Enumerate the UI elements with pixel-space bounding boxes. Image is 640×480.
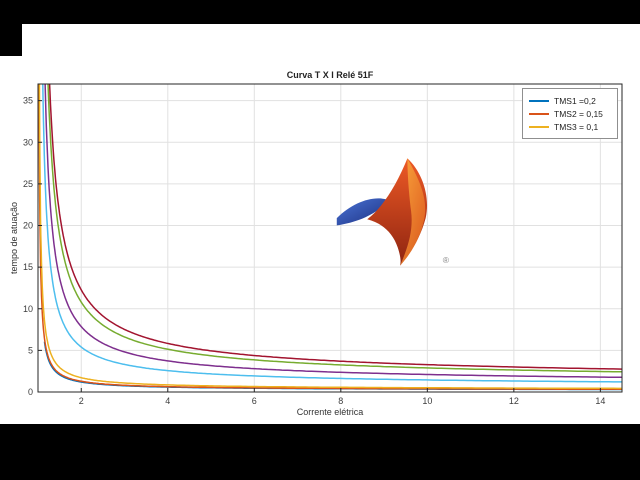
legend-label: TMS3 = 0,1 <box>554 121 599 132</box>
svg-text:2: 2 <box>79 396 84 406</box>
registered-mark: ® <box>443 255 450 265</box>
svg-text:6: 6 <box>252 396 257 406</box>
legend-entry: TMS1 =0,2 <box>529 94 611 107</box>
legend-label: TMS1 =0,2 <box>554 95 596 106</box>
legend: TMS1 =0,2 TMS2 = 0,15 TMS3 = 0,1 <box>522 88 618 139</box>
legend-line-swatch <box>529 112 549 115</box>
svg-text:15: 15 <box>23 262 33 272</box>
svg-text:0: 0 <box>28 387 33 397</box>
legend-line-swatch <box>529 99 549 102</box>
matlab-logo: ® <box>336 158 450 266</box>
svg-text:25: 25 <box>23 179 33 189</box>
legend-line-swatch <box>529 125 549 128</box>
svg-text:10: 10 <box>422 396 432 406</box>
y-axis-label: tempo de atuação <box>9 201 19 275</box>
letterbox-top <box>0 0 640 24</box>
legend-entry: TMS3 = 0,1 <box>529 120 611 133</box>
svg-text:12: 12 <box>509 396 519 406</box>
legend-label: TMS2 = 0,15 <box>554 108 603 119</box>
svg-text:10: 10 <box>23 304 33 314</box>
svg-text:30: 30 <box>23 137 33 147</box>
legend-entry: TMS2 = 0,15 <box>529 107 611 120</box>
svg-text:14: 14 <box>595 396 605 406</box>
svg-text:8: 8 <box>338 396 343 406</box>
logo-flame-highlight <box>400 158 426 266</box>
svg-text:5: 5 <box>28 345 33 355</box>
letterbox-bottom <box>0 424 640 480</box>
svg-text:35: 35 <box>23 96 33 106</box>
svg-text:20: 20 <box>23 221 33 231</box>
letterbox-notch <box>0 24 22 56</box>
x-axis-label: Corrente elétrica <box>296 407 364 417</box>
logo-blue-wing <box>336 198 388 226</box>
chart-title: Curva T X I Relé 51F <box>286 70 374 80</box>
svg-text:4: 4 <box>165 396 170 406</box>
